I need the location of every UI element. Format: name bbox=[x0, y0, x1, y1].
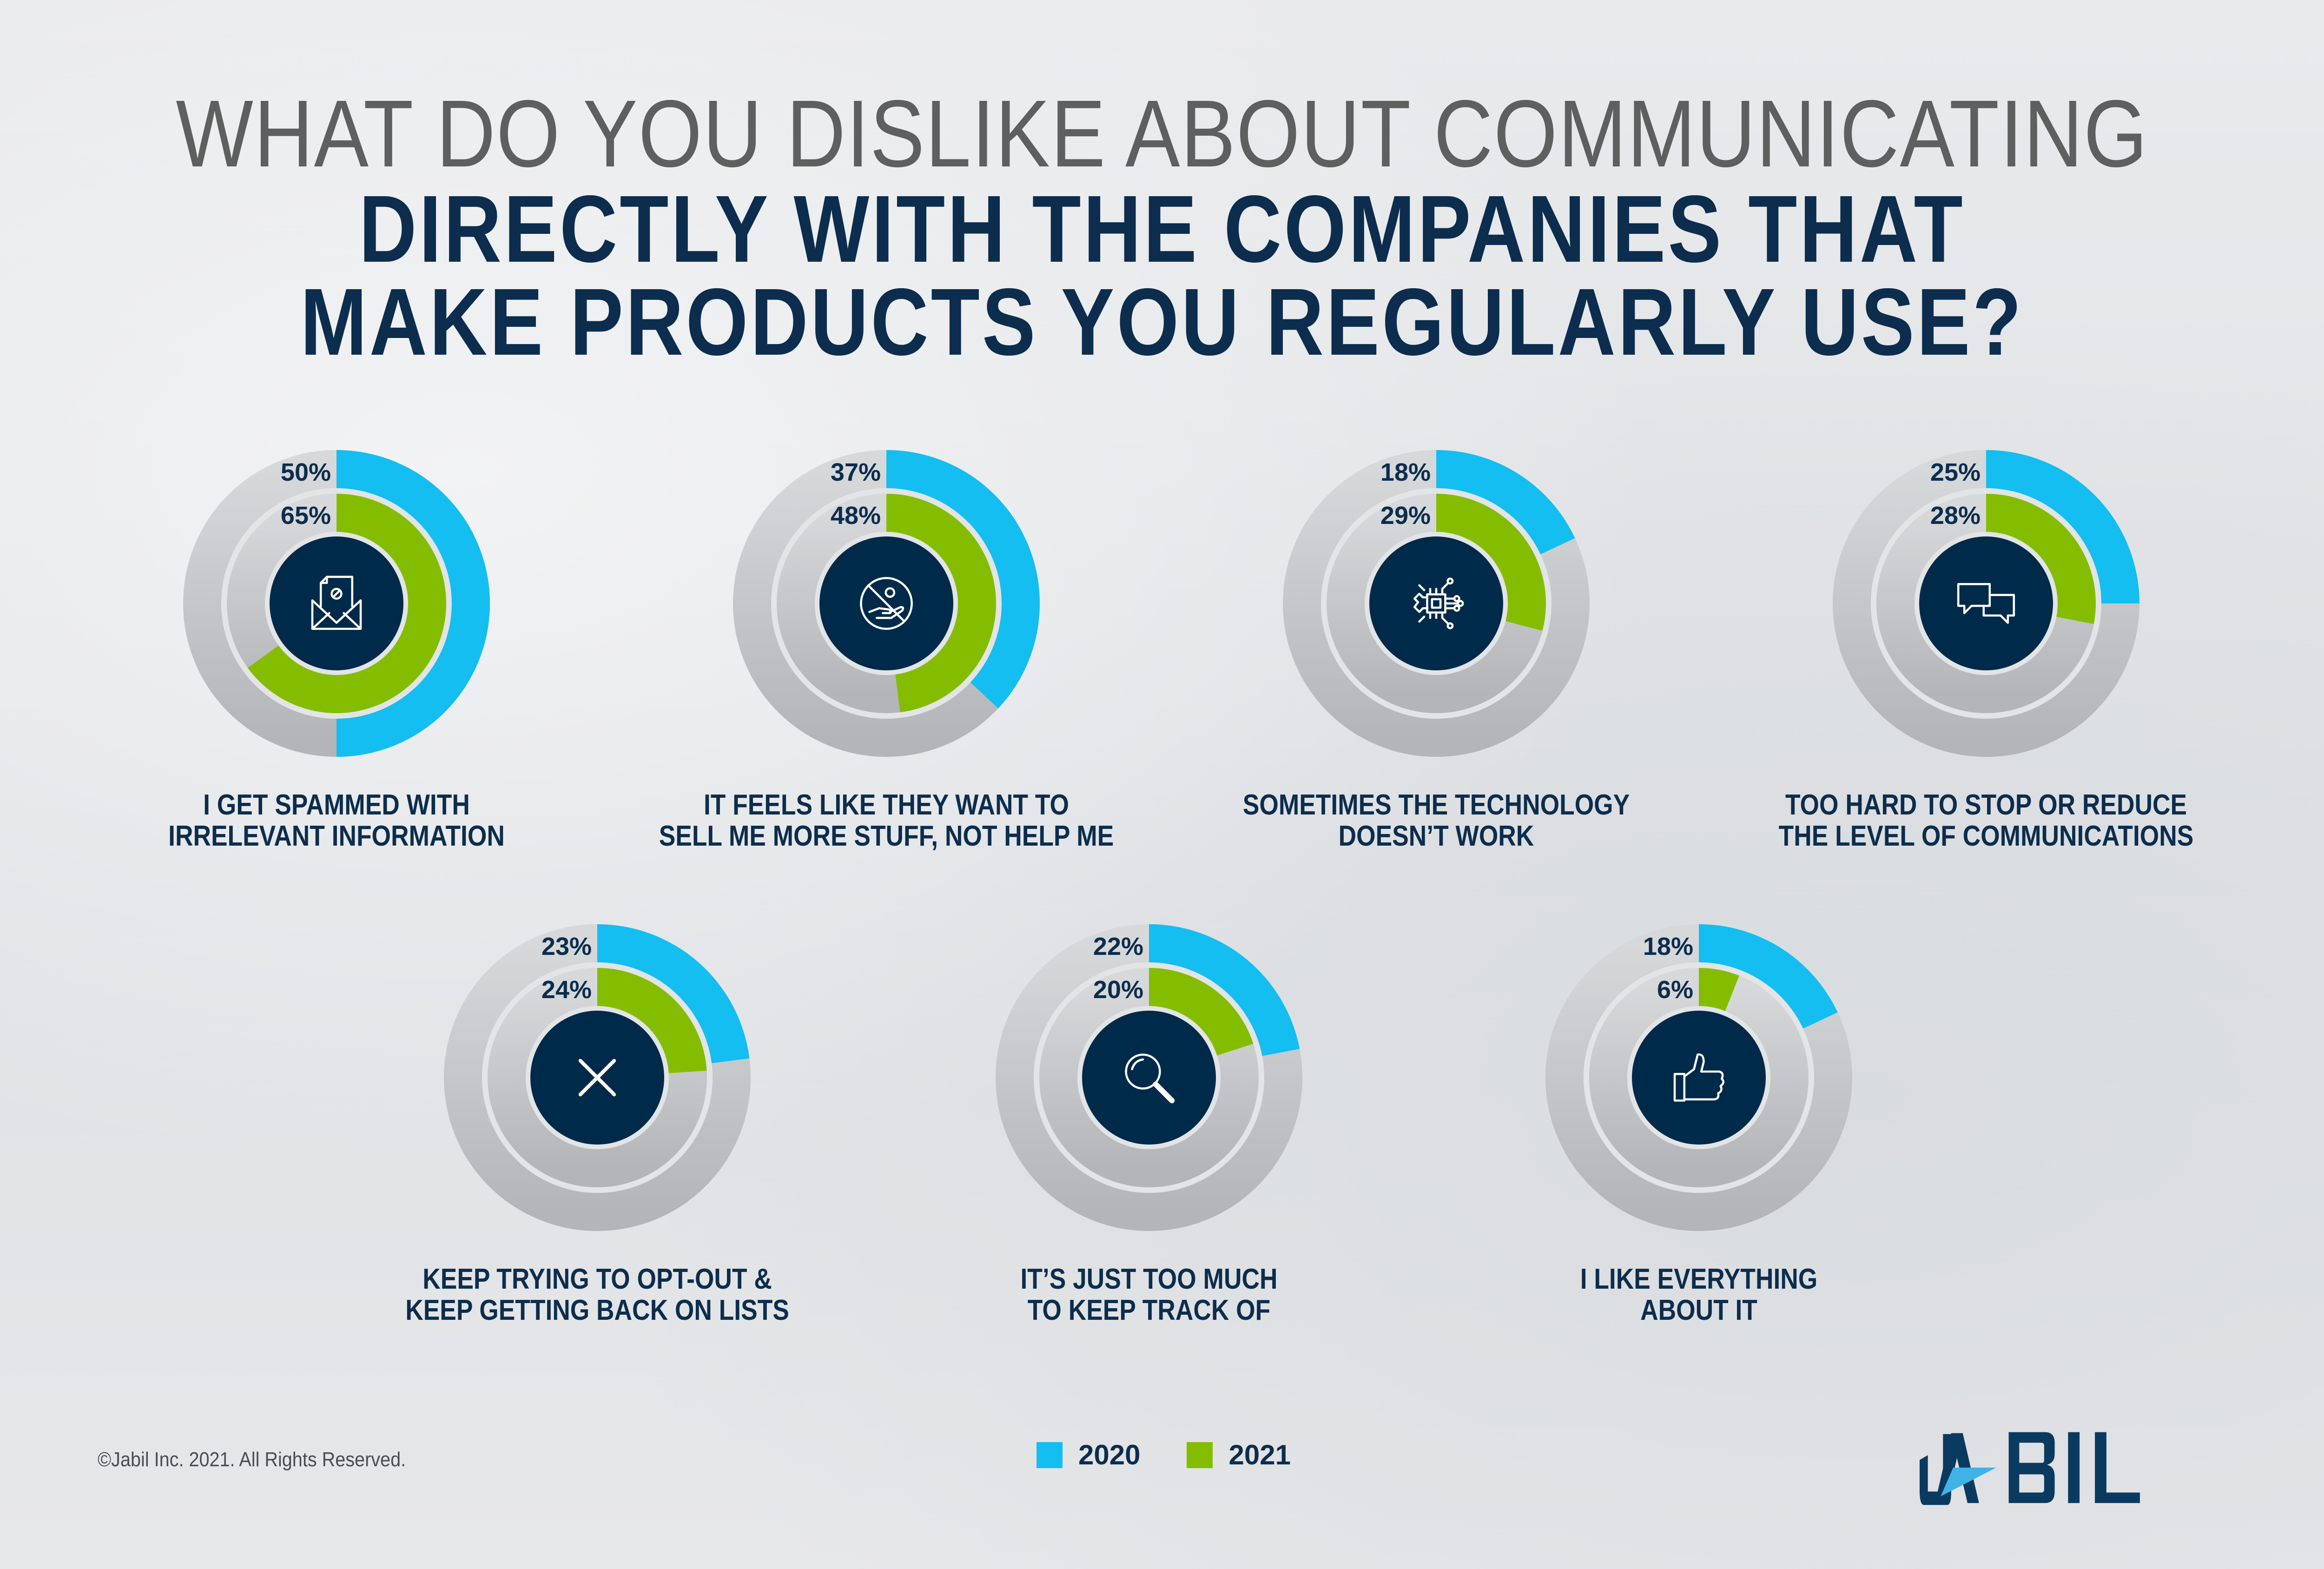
donut-chart: 37% 48% bbox=[724, 441, 1049, 766]
icon-badge bbox=[1919, 536, 2053, 670]
value-label-2021: 28% bbox=[1930, 502, 1981, 530]
title-line-3: MAKE PRODUCTS YOU REGULARLY USE? bbox=[300, 269, 2024, 375]
value-label-2021: 24% bbox=[541, 976, 592, 1004]
jabil-logo bbox=[1920, 1432, 2140, 1505]
inner-divider bbox=[526, 1006, 669, 1149]
donut-caption: KEEP TRYING TO OPT-OUT & KEEP GETTING BA… bbox=[405, 1263, 789, 1326]
value-label-2020: 50% bbox=[281, 458, 331, 486]
divider-ring bbox=[1871, 488, 2101, 719]
value-label-2020: 23% bbox=[541, 933, 592, 960]
inner-divider bbox=[815, 532, 958, 675]
arc-2021 bbox=[1699, 968, 1739, 1011]
arc-2020 bbox=[1699, 924, 1838, 1029]
title-line-1: WHAT DO YOU DISLIKE ABOUT COMMUNICATING bbox=[176, 80, 2148, 187]
envelope-blocked-icon bbox=[311, 576, 362, 630]
value-label-2020: 22% bbox=[1093, 933, 1143, 960]
chip-gear-icon bbox=[1413, 577, 1464, 629]
magnifier-icon bbox=[1125, 1053, 1175, 1104]
donut-chart: 50% 65% bbox=[174, 441, 499, 766]
thumbs-up-icon bbox=[1673, 1053, 1724, 1102]
arc-2020 bbox=[1436, 450, 1575, 555]
inner-divider bbox=[265, 532, 408, 675]
value-label-2021: 6% bbox=[1657, 976, 1693, 1004]
arc-2021 bbox=[1149, 968, 1254, 1056]
divider-ring bbox=[221, 488, 452, 719]
legend: 2020 2021 bbox=[1037, 1439, 1337, 1471]
donut-chart: 22% 20% bbox=[986, 915, 1312, 1240]
arc-2021 bbox=[886, 494, 997, 713]
arc-2021 bbox=[248, 494, 446, 713]
donut-caption: TOO HARD TO STOP OR REDUCE THE LEVEL OF … bbox=[1778, 789, 2194, 852]
chat-bubbles-icon bbox=[1957, 583, 2015, 624]
icon-badge bbox=[270, 536, 403, 670]
arc-2020 bbox=[1149, 924, 1300, 1056]
inner-divider bbox=[1365, 532, 1508, 675]
divider-ring bbox=[1034, 962, 1264, 1193]
divider-ring bbox=[482, 962, 713, 1193]
inner-divider bbox=[1915, 532, 2058, 675]
value-label-2021: 29% bbox=[1380, 502, 1431, 530]
value-label-2021: 48% bbox=[831, 502, 881, 530]
donut-caption: IT’S JUST TOO MUCH TO KEEP TRACK OF bbox=[1020, 1263, 1278, 1326]
legend-label-2021: 2021 bbox=[1228, 1439, 1291, 1470]
donut-chart: 18% 6% bbox=[1536, 915, 1862, 1240]
value-label-2020: 18% bbox=[1643, 933, 1693, 960]
donut-chart: 18% 29% bbox=[1274, 441, 1599, 766]
icon-badge bbox=[1632, 1011, 1766, 1145]
icon-badge bbox=[1082, 1011, 1216, 1145]
arc-2020 bbox=[597, 924, 750, 1063]
donut-chart: 23% 24% bbox=[435, 915, 760, 1240]
copyright: ©Jabil Inc. 2021. All Rights Reserved. bbox=[98, 1448, 406, 1471]
donut-caption: SOMETIMES THE TECHNOLOGY DOESN’T WORK bbox=[1242, 789, 1630, 852]
value-label-2020: 18% bbox=[1380, 458, 1431, 486]
arc-2020 bbox=[1986, 450, 2139, 603]
value-label-2021: 65% bbox=[281, 502, 331, 530]
icon-badge bbox=[1369, 536, 1503, 670]
inner-divider bbox=[1627, 1006, 1770, 1149]
no-selling-icon bbox=[860, 577, 913, 630]
donut-caption: IT FEELS LIKE THEY WANT TO SELL ME MORE … bbox=[659, 789, 1114, 852]
divider-ring bbox=[1584, 962, 1814, 1193]
title-line-2: DIRECTLY WITH THE COMPANIES THAT bbox=[359, 176, 1965, 282]
donut-caption: I GET SPAMMED WITH IRRELEVANT INFORMATIO… bbox=[168, 789, 505, 852]
donut-caption: I LIKE EVERYTHING ABOUT IT bbox=[1580, 1263, 1818, 1326]
divider-ring bbox=[1321, 488, 1552, 719]
donut-chart: 25% 28% bbox=[1823, 441, 2149, 766]
arc-2021 bbox=[1986, 494, 2096, 624]
x-icon bbox=[578, 1059, 616, 1097]
value-label-2021: 20% bbox=[1093, 976, 1143, 1004]
arc-2021 bbox=[1436, 494, 1546, 631]
arc-2020 bbox=[337, 450, 490, 757]
arc-2021 bbox=[597, 968, 707, 1073]
value-label-2020: 37% bbox=[831, 458, 881, 486]
inner-divider bbox=[1077, 1006, 1221, 1149]
legend-label-2020: 2020 bbox=[1078, 1439, 1141, 1470]
legend-swatch-2020 bbox=[1037, 1442, 1063, 1468]
divider-ring bbox=[771, 488, 1002, 719]
legend-swatch-2021 bbox=[1187, 1442, 1213, 1468]
arc-2020 bbox=[886, 450, 1040, 708]
value-label-2020: 25% bbox=[1930, 458, 1981, 486]
